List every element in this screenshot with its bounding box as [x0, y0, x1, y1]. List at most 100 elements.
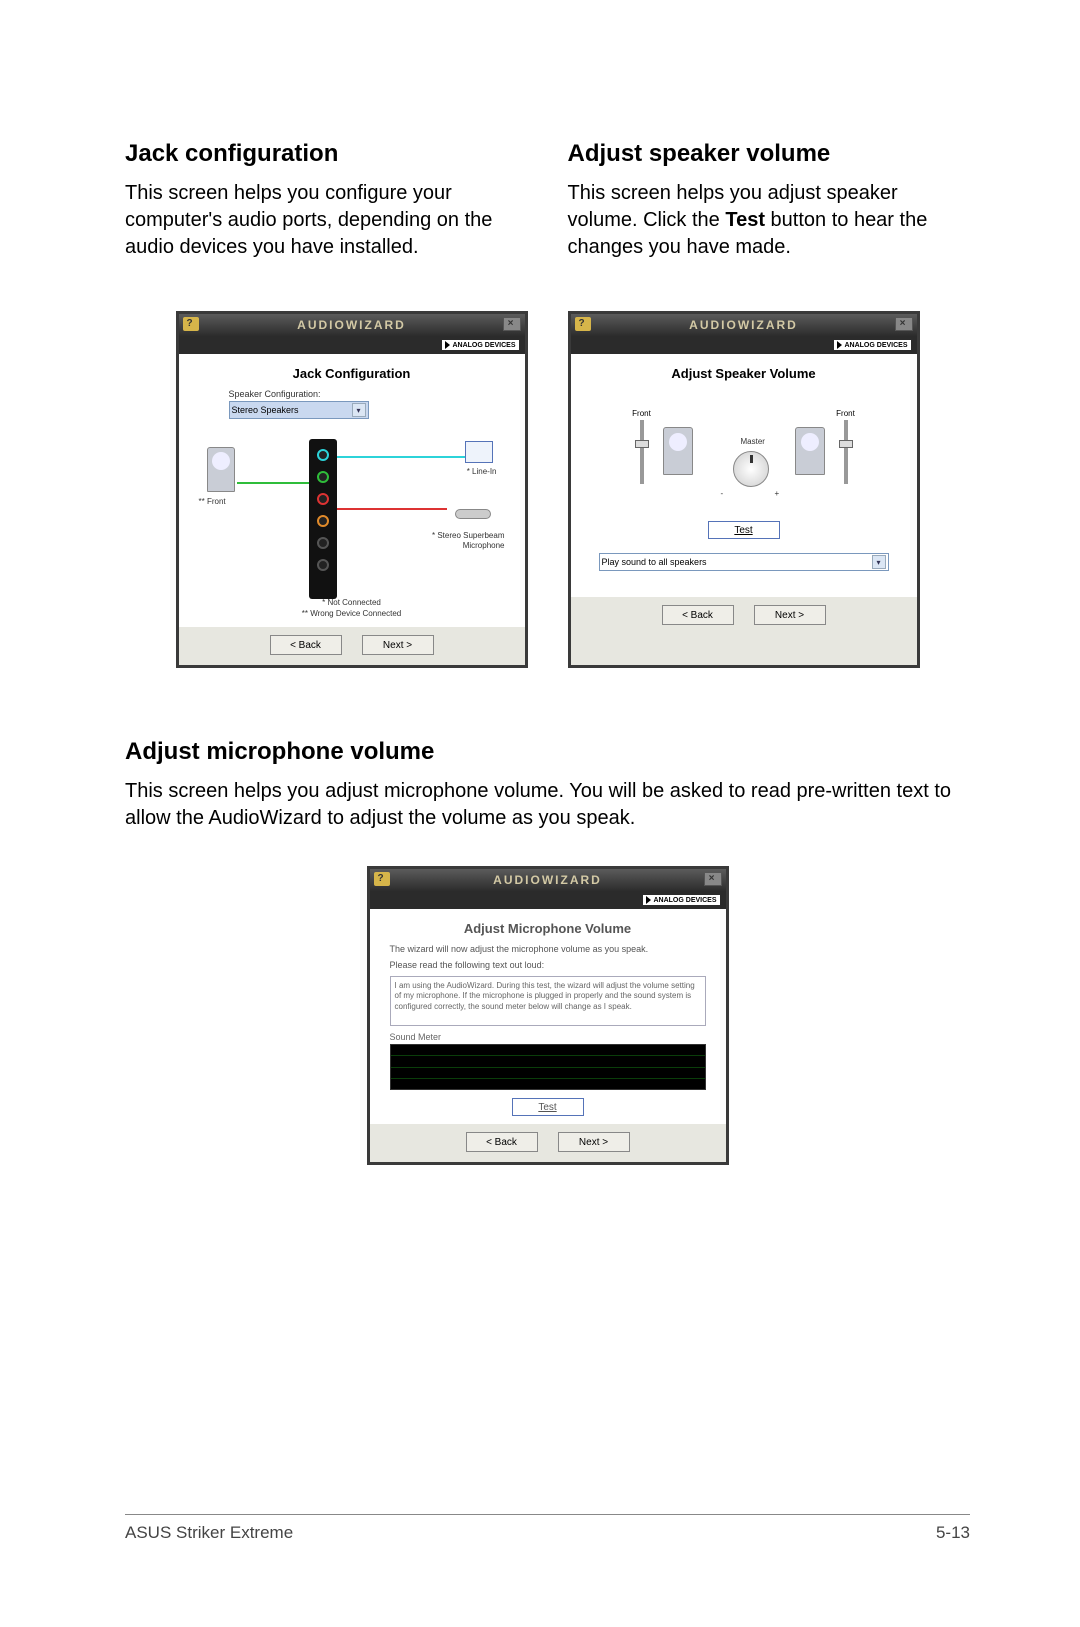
wizard-titlebar: ? AUDIOWIZARD × — [370, 869, 726, 891]
front-label: ** Front — [199, 497, 226, 506]
next-button[interactable]: Next > — [558, 1132, 630, 1152]
chevron-down-icon: ▾ — [872, 555, 886, 569]
plus-label: + — [775, 489, 780, 498]
speaker-wizard-footer: < Back Next > — [571, 597, 917, 635]
left-speaker-icon — [663, 427, 693, 475]
mic-instruction-1: The wizard will now adjust the microphon… — [390, 944, 706, 954]
master-label: Master — [741, 437, 765, 446]
jack-footnotes: * Not Connected ** Wrong Device Connecte… — [189, 598, 515, 619]
jack-diagram: ** Front * Line-In * Ster — [189, 419, 515, 619]
help-icon[interactable]: ? — [575, 317, 591, 331]
speaker-controls: Front Front Master - + Test — [581, 389, 907, 589]
speaker-body-bold: Test — [725, 209, 765, 231]
jack-cyan — [317, 449, 329, 461]
linein-device-icon — [465, 441, 493, 463]
test-button[interactable]: Test — [512, 1098, 584, 1116]
figure-row-1: ? AUDIOWIZARD × ANALOG DEVICES Jack Conf… — [125, 311, 970, 668]
analog-devices-badge: ANALOG DEVICES — [643, 895, 719, 905]
speaker-wizard-heading: Adjust Speaker Volume — [581, 366, 907, 381]
jack-black2 — [317, 559, 329, 571]
wire-red — [337, 508, 447, 510]
mic-body: This screen helps you adjust microphone … — [125, 778, 970, 832]
back-button[interactable]: < Back — [662, 605, 734, 625]
jack-orange — [317, 515, 329, 527]
back-button[interactable]: < Back — [466, 1132, 538, 1152]
linein-label: * Line-In — [467, 467, 497, 476]
analog-devices-badge: ANALOG DEVICES — [442, 340, 518, 350]
close-icon[interactable]: × — [895, 317, 913, 331]
jack-wizard-footer: < Back Next > — [179, 627, 525, 665]
speaker-heading: Adjust speaker volume — [568, 140, 971, 168]
right-speaker-icon — [795, 427, 825, 475]
dropdown-value: Play sound to all speakers — [602, 557, 707, 567]
chevron-down-icon: ▾ — [352, 403, 366, 417]
mic-instruction-2: Please read the following text out loud: — [390, 960, 706, 970]
speaker-body: This screen helps you adjust speaker vol… — [568, 180, 971, 261]
jack-wizard-body: Jack Configuration Speaker Configuration… — [179, 354, 525, 627]
footnote-1: * Not Connected — [189, 598, 515, 608]
mic-heading: Adjust microphone volume — [125, 738, 970, 766]
slider-label: Front — [835, 409, 857, 418]
test-button[interactable]: Test — [708, 521, 780, 539]
mic-wizard-body: Adjust Microphone Volume The wizard will… — [370, 909, 726, 1124]
mic-wizard-window: ? AUDIOWIZARD × ANALOG DEVICES Adjust Mi… — [367, 866, 729, 1165]
brand-bar: ANALOG DEVICES — [179, 336, 525, 354]
mic-test-row: Test — [380, 1098, 716, 1116]
help-icon[interactable]: ? — [374, 872, 390, 886]
mic-wizard-heading: Adjust Microphone Volume — [380, 921, 716, 936]
wizard-title: AUDIOWIZARD — [297, 318, 406, 332]
jack-section: Jack configuration This screen helps you… — [125, 140, 528, 261]
jack-red — [317, 493, 329, 505]
brand-bar: ANALOG DEVICES — [370, 891, 726, 909]
wire-green — [237, 482, 309, 484]
speaker-config-dropdown-wrap: Stereo Speakers ▾ — [229, 401, 515, 419]
speaker-device-icon — [207, 447, 235, 492]
next-button[interactable]: Next > — [362, 635, 434, 655]
brand-triangle-icon — [837, 341, 842, 349]
mic-read-text: I am using the AudioWizard. During this … — [390, 976, 706, 1026]
wizard-titlebar: ? AUDIOWIZARD × — [571, 314, 917, 336]
speaker-wizard-body: Adjust Speaker Volume Front Front Master… — [571, 354, 917, 597]
wire-cyan — [337, 456, 467, 458]
mic-device-icon — [455, 509, 497, 527]
help-icon[interactable]: ? — [183, 317, 199, 331]
figure-row-2: ? AUDIOWIZARD × ANALOG DEVICES Adjust Mi… — [125, 866, 970, 1165]
speaker-section: Adjust speaker volume This screen helps … — [568, 140, 971, 261]
front-right-slider[interactable]: Front — [835, 409, 857, 484]
page-content: Jack configuration This screen helps you… — [0, 0, 1080, 1215]
footer-left: ASUS Striker Extreme — [125, 1523, 293, 1543]
slider-label: Front — [631, 409, 653, 418]
close-icon[interactable]: × — [704, 872, 722, 886]
jack-wizard-heading: Jack Configuration — [189, 366, 515, 381]
brand-triangle-icon — [445, 341, 450, 349]
mic-label1: * Stereo Superbeam — [432, 531, 505, 540]
brand-bar: ANALOG DEVICES — [571, 336, 917, 354]
mic-label2: Microphone — [463, 541, 505, 550]
jack-heading: Jack configuration — [125, 140, 528, 168]
dropdown-value: Stereo Speakers — [232, 405, 299, 415]
sound-meter-label: Sound Meter — [390, 1032, 706, 1042]
play-sound-dropdown[interactable]: Play sound to all speakers ▾ — [599, 553, 889, 571]
master-knob[interactable] — [733, 451, 769, 487]
close-icon[interactable]: × — [503, 317, 521, 331]
sound-meter — [390, 1044, 706, 1090]
wizard-title: AUDIOWIZARD — [493, 873, 602, 887]
brand-text: ANALOG DEVICES — [653, 897, 716, 904]
brand-triangle-icon — [646, 896, 651, 904]
jack-black1 — [317, 537, 329, 549]
back-button[interactable]: < Back — [270, 635, 342, 655]
speaker-config-dropdown[interactable]: Stereo Speakers ▾ — [229, 401, 369, 419]
wizard-titlebar: ? AUDIOWIZARD × — [179, 314, 525, 336]
jack-body: This screen helps you configure your com… — [125, 180, 528, 261]
next-button[interactable]: Next > — [754, 605, 826, 625]
page-footer: ASUS Striker Extreme 5-13 — [125, 1514, 970, 1543]
wizard-title: AUDIOWIZARD — [689, 318, 798, 332]
speaker-wizard-window: ? AUDIOWIZARD × ANALOG DEVICES Adjust Sp… — [568, 311, 920, 668]
front-left-slider[interactable]: Front — [631, 409, 653, 484]
brand-text: ANALOG DEVICES — [452, 342, 515, 349]
brand-text: ANALOG DEVICES — [844, 342, 907, 349]
two-column-row: Jack configuration This screen helps you… — [125, 140, 970, 261]
speaker-config-label: Speaker Configuration: — [229, 389, 515, 399]
mic-wizard-footer: < Back Next > — [370, 1124, 726, 1162]
jack-wizard-window: ? AUDIOWIZARD × ANALOG DEVICES Jack Conf… — [176, 311, 528, 668]
